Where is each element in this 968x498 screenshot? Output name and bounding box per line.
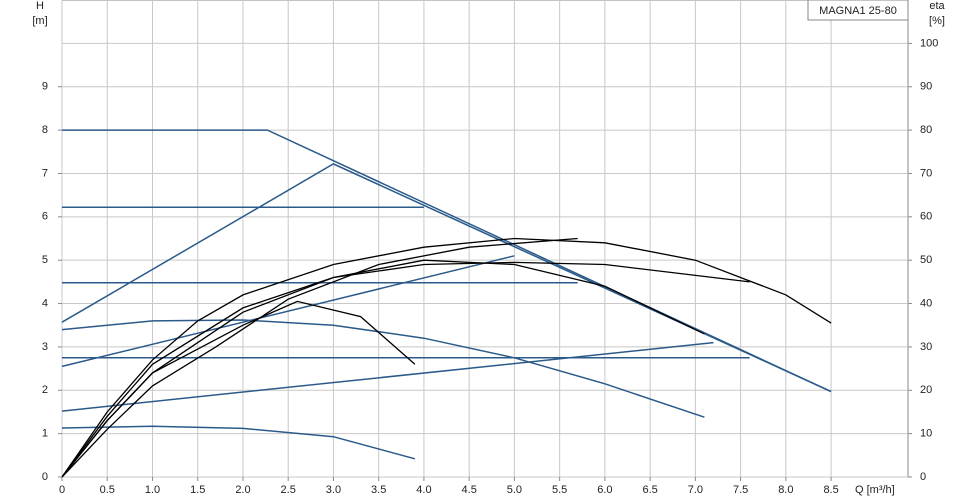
curve <box>61 255 515 368</box>
y-tick-label: 6 <box>42 211 48 223</box>
y2-tick-label: 100 <box>920 37 938 49</box>
y2-axis-label: eta <box>929 0 945 12</box>
x-tick-label: 6.5 <box>642 484 657 496</box>
x-tick-label: 7.5 <box>733 484 748 496</box>
x-tick-label: 8.5 <box>823 484 838 496</box>
x-tick-label: 2.5 <box>281 484 296 496</box>
y-tick-label: 8 <box>42 124 48 136</box>
y-tick-label: 3 <box>42 341 48 353</box>
y-tick-label: 5 <box>42 254 48 266</box>
y2-tick-label: 0 <box>920 471 926 483</box>
y-axis-label: H <box>36 0 44 12</box>
y2-tick-label: 30 <box>920 341 932 353</box>
x-tick-label: 0.5 <box>100 484 115 496</box>
y2-tick-label: 10 <box>920 428 932 440</box>
curve <box>61 237 832 478</box>
curve <box>61 261 750 478</box>
y-tick-label: 1 <box>42 428 48 440</box>
curve <box>61 300 416 478</box>
y2-tick-label: 50 <box>920 254 932 266</box>
x-tick-label: 6.0 <box>597 484 612 496</box>
x-tick-label: 1.0 <box>145 484 160 496</box>
curve <box>61 341 714 412</box>
x-tick-label: 2.0 <box>235 484 250 496</box>
y2-tick-label: 20 <box>920 384 932 396</box>
y2-tick-label: 90 <box>920 81 932 93</box>
y-tick-label: 9 <box>42 81 48 93</box>
x-axis-label: Q [m³/h] <box>855 484 895 496</box>
x-tick-label: 4.5 <box>462 484 477 496</box>
curve <box>61 425 416 460</box>
chart-title: MAGNA1 25-80 <box>819 5 897 17</box>
y-tick-label: 2 <box>42 384 48 396</box>
y-tick-label: 4 <box>42 297 48 309</box>
x-tick-label: 0 <box>59 484 65 496</box>
y2-tick-label: 40 <box>920 297 932 309</box>
y-tick-label: 0 <box>42 471 48 483</box>
x-tick-label: 5.0 <box>507 484 522 496</box>
x-tick-label: 8.0 <box>778 484 793 496</box>
x-tick-label: 3.5 <box>371 484 386 496</box>
y2-axis-unit: [%] <box>929 15 945 27</box>
y2-tick-label: 70 <box>920 167 932 179</box>
x-tick-label: 3.0 <box>326 484 341 496</box>
y-axis-unit: [m] <box>32 15 47 27</box>
curve <box>61 237 578 478</box>
title-box <box>807 0 909 21</box>
x-tick-label: 1.5 <box>190 484 205 496</box>
plot-frame <box>61 0 909 478</box>
y2-tick-label: 60 <box>920 211 932 223</box>
x-tick-label: 7.0 <box>688 484 703 496</box>
y2-tick-label: 80 <box>920 124 932 136</box>
y-tick-label: 7 <box>42 167 48 179</box>
x-tick-label: 4.0 <box>416 484 431 496</box>
x-tick-label: 5.5 <box>552 484 567 496</box>
